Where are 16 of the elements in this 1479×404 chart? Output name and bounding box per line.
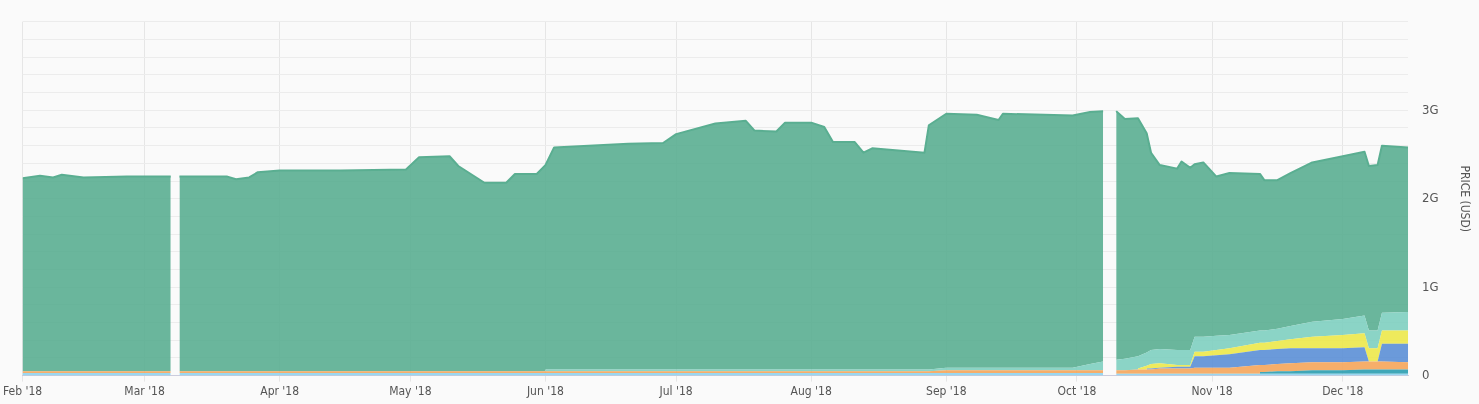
y-tick-label: 2G — [1422, 190, 1439, 206]
x-tick-label: Mar '18 — [124, 383, 165, 398]
x-tick-label: Oct '18 — [1057, 383, 1097, 398]
x-tick-label: Jul '18 — [658, 383, 693, 398]
y-tick-label: 0 — [1422, 366, 1430, 382]
y-tick-label: 3G — [1422, 101, 1439, 117]
y-tick-label: 1G — [1422, 278, 1439, 294]
x-tick-label: Dec '18 — [1322, 383, 1364, 398]
x-tick-label: Jun '18 — [525, 383, 565, 398]
x-tick-label: Apr '18 — [260, 383, 300, 398]
x-tick-label: Feb '18 — [3, 383, 43, 398]
x-tick-label: May '18 — [389, 383, 432, 398]
x-tick-label: Sep '18 — [926, 383, 967, 398]
x-tick-label: Aug '18 — [790, 383, 832, 398]
x-tick-label: Nov '18 — [1191, 383, 1233, 398]
y-axis-title: PRICE (USD) — [1457, 165, 1472, 232]
